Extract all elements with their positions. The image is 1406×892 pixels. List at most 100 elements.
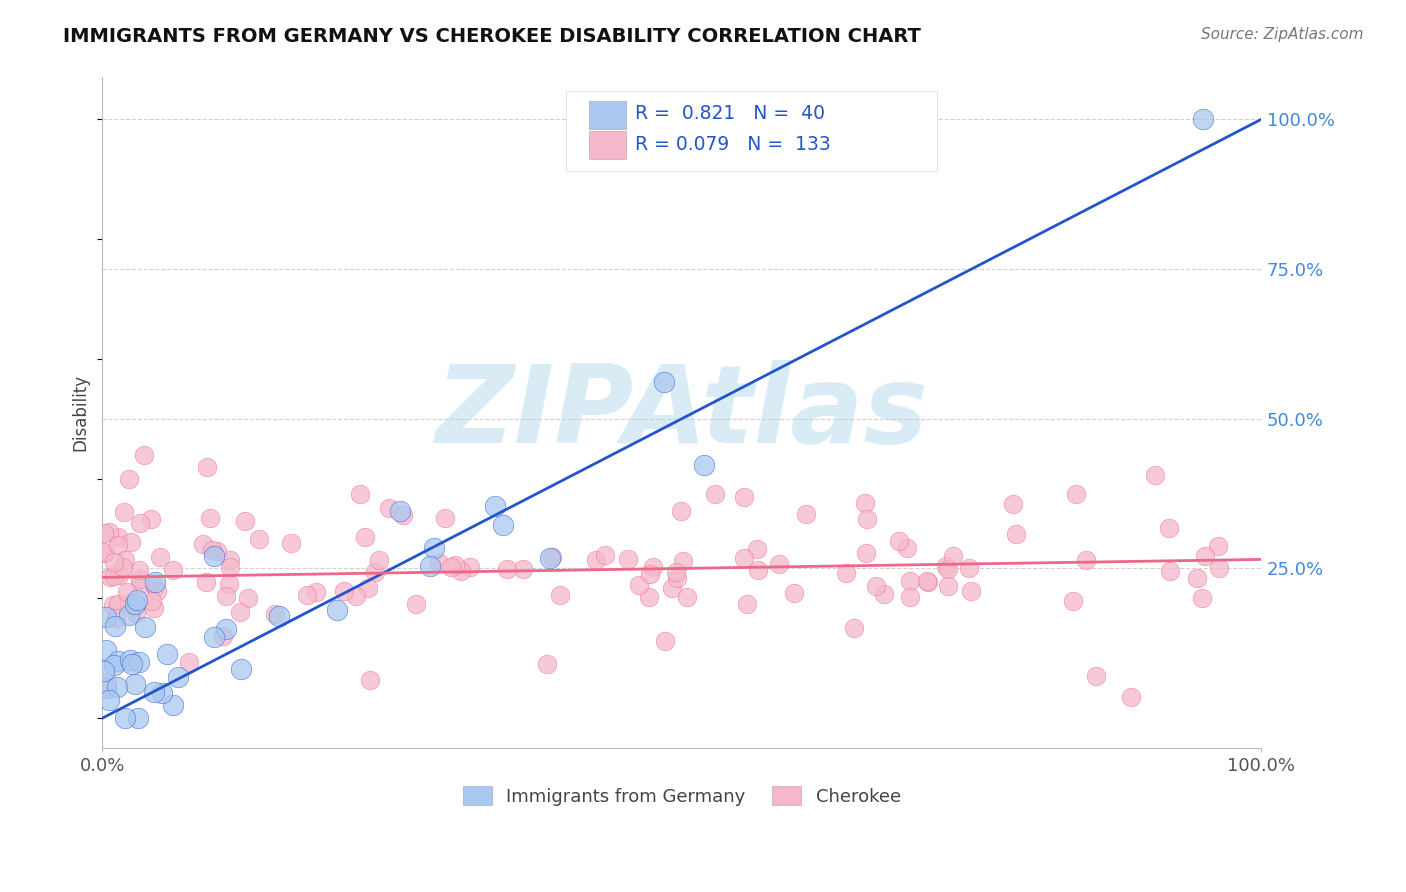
Point (419, 559, 441, 574)
Point (1208, 539, 1230, 553)
Point (344, 589, 367, 603)
Point (98, 570, 121, 584)
Point (114, 711, 136, 725)
Point (125, 592, 148, 607)
Point (150, 685, 173, 699)
Point (377, 500, 399, 515)
Point (143, 580, 166, 594)
Point (103, 555, 125, 569)
Y-axis label: Disability: Disability (72, 374, 89, 451)
Point (219, 552, 242, 566)
Point (855, 546, 877, 560)
Point (733, 490, 755, 504)
Point (177, 655, 200, 669)
Point (269, 608, 291, 623)
Point (156, 648, 179, 662)
Point (305, 585, 328, 599)
Point (118, 597, 141, 611)
Point (94, 609, 117, 624)
Point (103, 569, 125, 583)
Point (936, 579, 959, 593)
Point (201, 542, 224, 557)
Point (896, 541, 918, 555)
Point (117, 585, 139, 599)
Point (326, 603, 349, 617)
Point (200, 511, 222, 525)
Point (233, 514, 256, 528)
Point (202, 630, 225, 644)
Point (842, 621, 865, 635)
Point (129, 516, 152, 531)
Point (1159, 564, 1181, 578)
Point (205, 544, 228, 558)
Point (118, 608, 141, 623)
Point (218, 577, 240, 591)
Point (1004, 527, 1026, 541)
Point (538, 550, 561, 565)
Point (195, 574, 218, 589)
Point (121, 657, 143, 671)
Point (202, 549, 225, 564)
Point (1143, 467, 1166, 482)
Point (1064, 487, 1087, 501)
Point (835, 566, 858, 580)
Point (898, 574, 921, 588)
FancyBboxPatch shape (589, 101, 626, 129)
Point (1157, 521, 1180, 535)
Point (368, 552, 391, 566)
Point (676, 590, 699, 604)
Point (218, 559, 240, 574)
Point (118, 472, 141, 486)
Point (107, 538, 129, 552)
Point (434, 510, 457, 524)
Text: Source: ZipAtlas.com: Source: ZipAtlas.com (1201, 27, 1364, 42)
Point (247, 533, 270, 547)
Point (107, 530, 129, 544)
Point (427, 557, 450, 571)
Point (142, 685, 165, 699)
Legend: Immigrants from Germany, Cherokee: Immigrants from Germany, Cherokee (456, 779, 908, 813)
Point (652, 375, 675, 389)
Point (93, 664, 115, 678)
Point (665, 565, 688, 579)
Point (98, 693, 121, 707)
Point (593, 548, 616, 562)
Point (959, 584, 981, 599)
Point (357, 581, 380, 595)
Point (94, 681, 117, 695)
Point (94, 643, 117, 657)
Point (96, 675, 118, 690)
Point (107, 597, 129, 611)
Point (405, 597, 427, 611)
Point (264, 607, 287, 621)
Point (423, 541, 446, 555)
Point (124, 676, 146, 690)
Point (794, 507, 817, 521)
Point (146, 584, 169, 599)
Point (917, 574, 939, 589)
Point (197, 459, 219, 474)
Point (132, 448, 155, 462)
Point (661, 582, 683, 596)
Point (654, 633, 676, 648)
Point (1192, 112, 1215, 127)
Point (134, 620, 156, 634)
Point (103, 619, 125, 633)
Point (215, 622, 238, 636)
Point (389, 503, 412, 517)
Point (747, 563, 769, 577)
Point (855, 512, 877, 526)
Point (669, 504, 692, 518)
Point (1121, 690, 1143, 705)
Point (97, 524, 120, 539)
Point (139, 511, 162, 525)
Point (359, 673, 381, 688)
Point (162, 698, 184, 712)
Point (458, 560, 481, 574)
Point (333, 584, 356, 599)
Point (936, 561, 959, 575)
Point (148, 550, 170, 565)
Point (215, 589, 238, 603)
Point (1085, 669, 1108, 683)
Point (229, 605, 252, 619)
